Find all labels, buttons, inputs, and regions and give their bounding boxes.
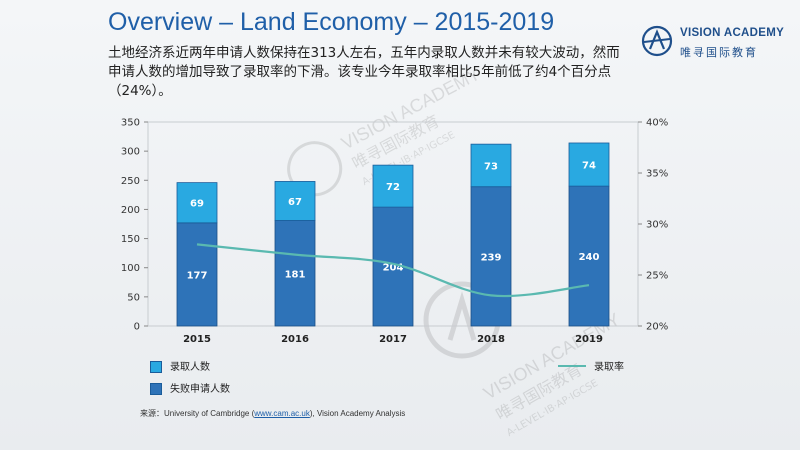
bar-unsuccessful	[274, 220, 316, 327]
bar-offers	[568, 142, 610, 187]
bar-unsuccessful	[568, 185, 610, 327]
legend-line-rate	[558, 365, 586, 367]
x-tick-label: 2019	[575, 334, 603, 345]
legend-swatch-offers	[150, 361, 162, 373]
bar-unsuccessful	[176, 222, 218, 327]
source-link[interactable]: www.cam.ac.uk	[254, 409, 310, 418]
legend-label-rate: 录取率	[594, 362, 624, 373]
y-tick-label: 150	[121, 234, 140, 245]
source-note: 来源：University of Cambridge (www.cam.ac.u…	[140, 408, 405, 419]
legend-swatch-unsuccessful	[150, 383, 162, 395]
bar-offers	[274, 181, 316, 221]
y-tick-label: 100	[121, 263, 140, 274]
data-label-unsuccessful: 204	[383, 263, 404, 274]
data-label-unsuccessful: 181	[285, 269, 306, 280]
data-label-offers: 72	[386, 182, 400, 193]
data-label-unsuccessful: 177	[187, 270, 208, 281]
y2-tick-label: 40%	[646, 118, 668, 129]
x-tick-label: 2016	[281, 334, 309, 345]
y-tick-label: 350	[121, 118, 140, 129]
data-label-offers: 73	[484, 161, 498, 172]
x-tick-label: 2017	[379, 334, 407, 345]
data-label-unsuccessful: 239	[481, 252, 502, 263]
admissions-chart: 0 50 100 150 200 250 300 350 20% 25% 30% 35% 40% 177 6…	[121, 118, 668, 346]
page-description: 土地经济系近两年申请人数保持在313人左右，五年内录取人数并未有较大波动，然而申…	[108, 45, 620, 99]
data-label-offers: 67	[288, 197, 302, 208]
y2-tick-label: 35%	[646, 169, 668, 180]
x-tick-label: 2018	[477, 334, 505, 345]
data-label-unsuccessful: 240	[579, 252, 600, 263]
y2-tick-label: 30%	[646, 220, 668, 231]
y-tick-label: 250	[121, 176, 140, 187]
source-prefix: 来源：	[140, 409, 164, 418]
legend-label-unsuccessful: 失败申请人数	[170, 384, 230, 395]
data-label-offers: 69	[190, 199, 204, 210]
bar-offers	[176, 182, 218, 224]
y2-tick-label: 20%	[646, 322, 668, 333]
bar-unsuccessful	[470, 186, 512, 327]
brand-logo: VISION ACADEMY 唯寻国际教育	[640, 24, 792, 64]
y2-tick-label: 25%	[646, 271, 668, 282]
y-tick-label: 50	[127, 292, 140, 303]
bar-offers	[470, 143, 512, 188]
svg-text:唯寻国际教育: 唯寻国际教育	[493, 360, 586, 424]
logo-name: VISION ACADEMY	[680, 27, 785, 39]
bar-offers	[372, 164, 414, 208]
svg-text:A-LEVEL·IB·AP·IGCSE: A-LEVEL·IB·AP·IGCSE	[505, 378, 600, 439]
y-tick-label: 300	[121, 147, 140, 158]
y-tick-label: 0	[134, 322, 140, 333]
legend-label-offers: 录取人数	[170, 362, 210, 373]
data-label-offers: 74	[582, 161, 596, 172]
vision-academy-logo-icon	[641, 25, 673, 57]
source-suffix: ), Vision Academy Analysis	[309, 409, 406, 418]
page-title: Overview – Land Economy – 2015-2019	[108, 8, 555, 36]
source-org: University of Cambridge (	[164, 409, 255, 418]
y-tick-label: 200	[121, 205, 140, 216]
x-tick-label: 2015	[183, 334, 211, 345]
logo-cn: 唯寻国际教育	[680, 46, 758, 59]
